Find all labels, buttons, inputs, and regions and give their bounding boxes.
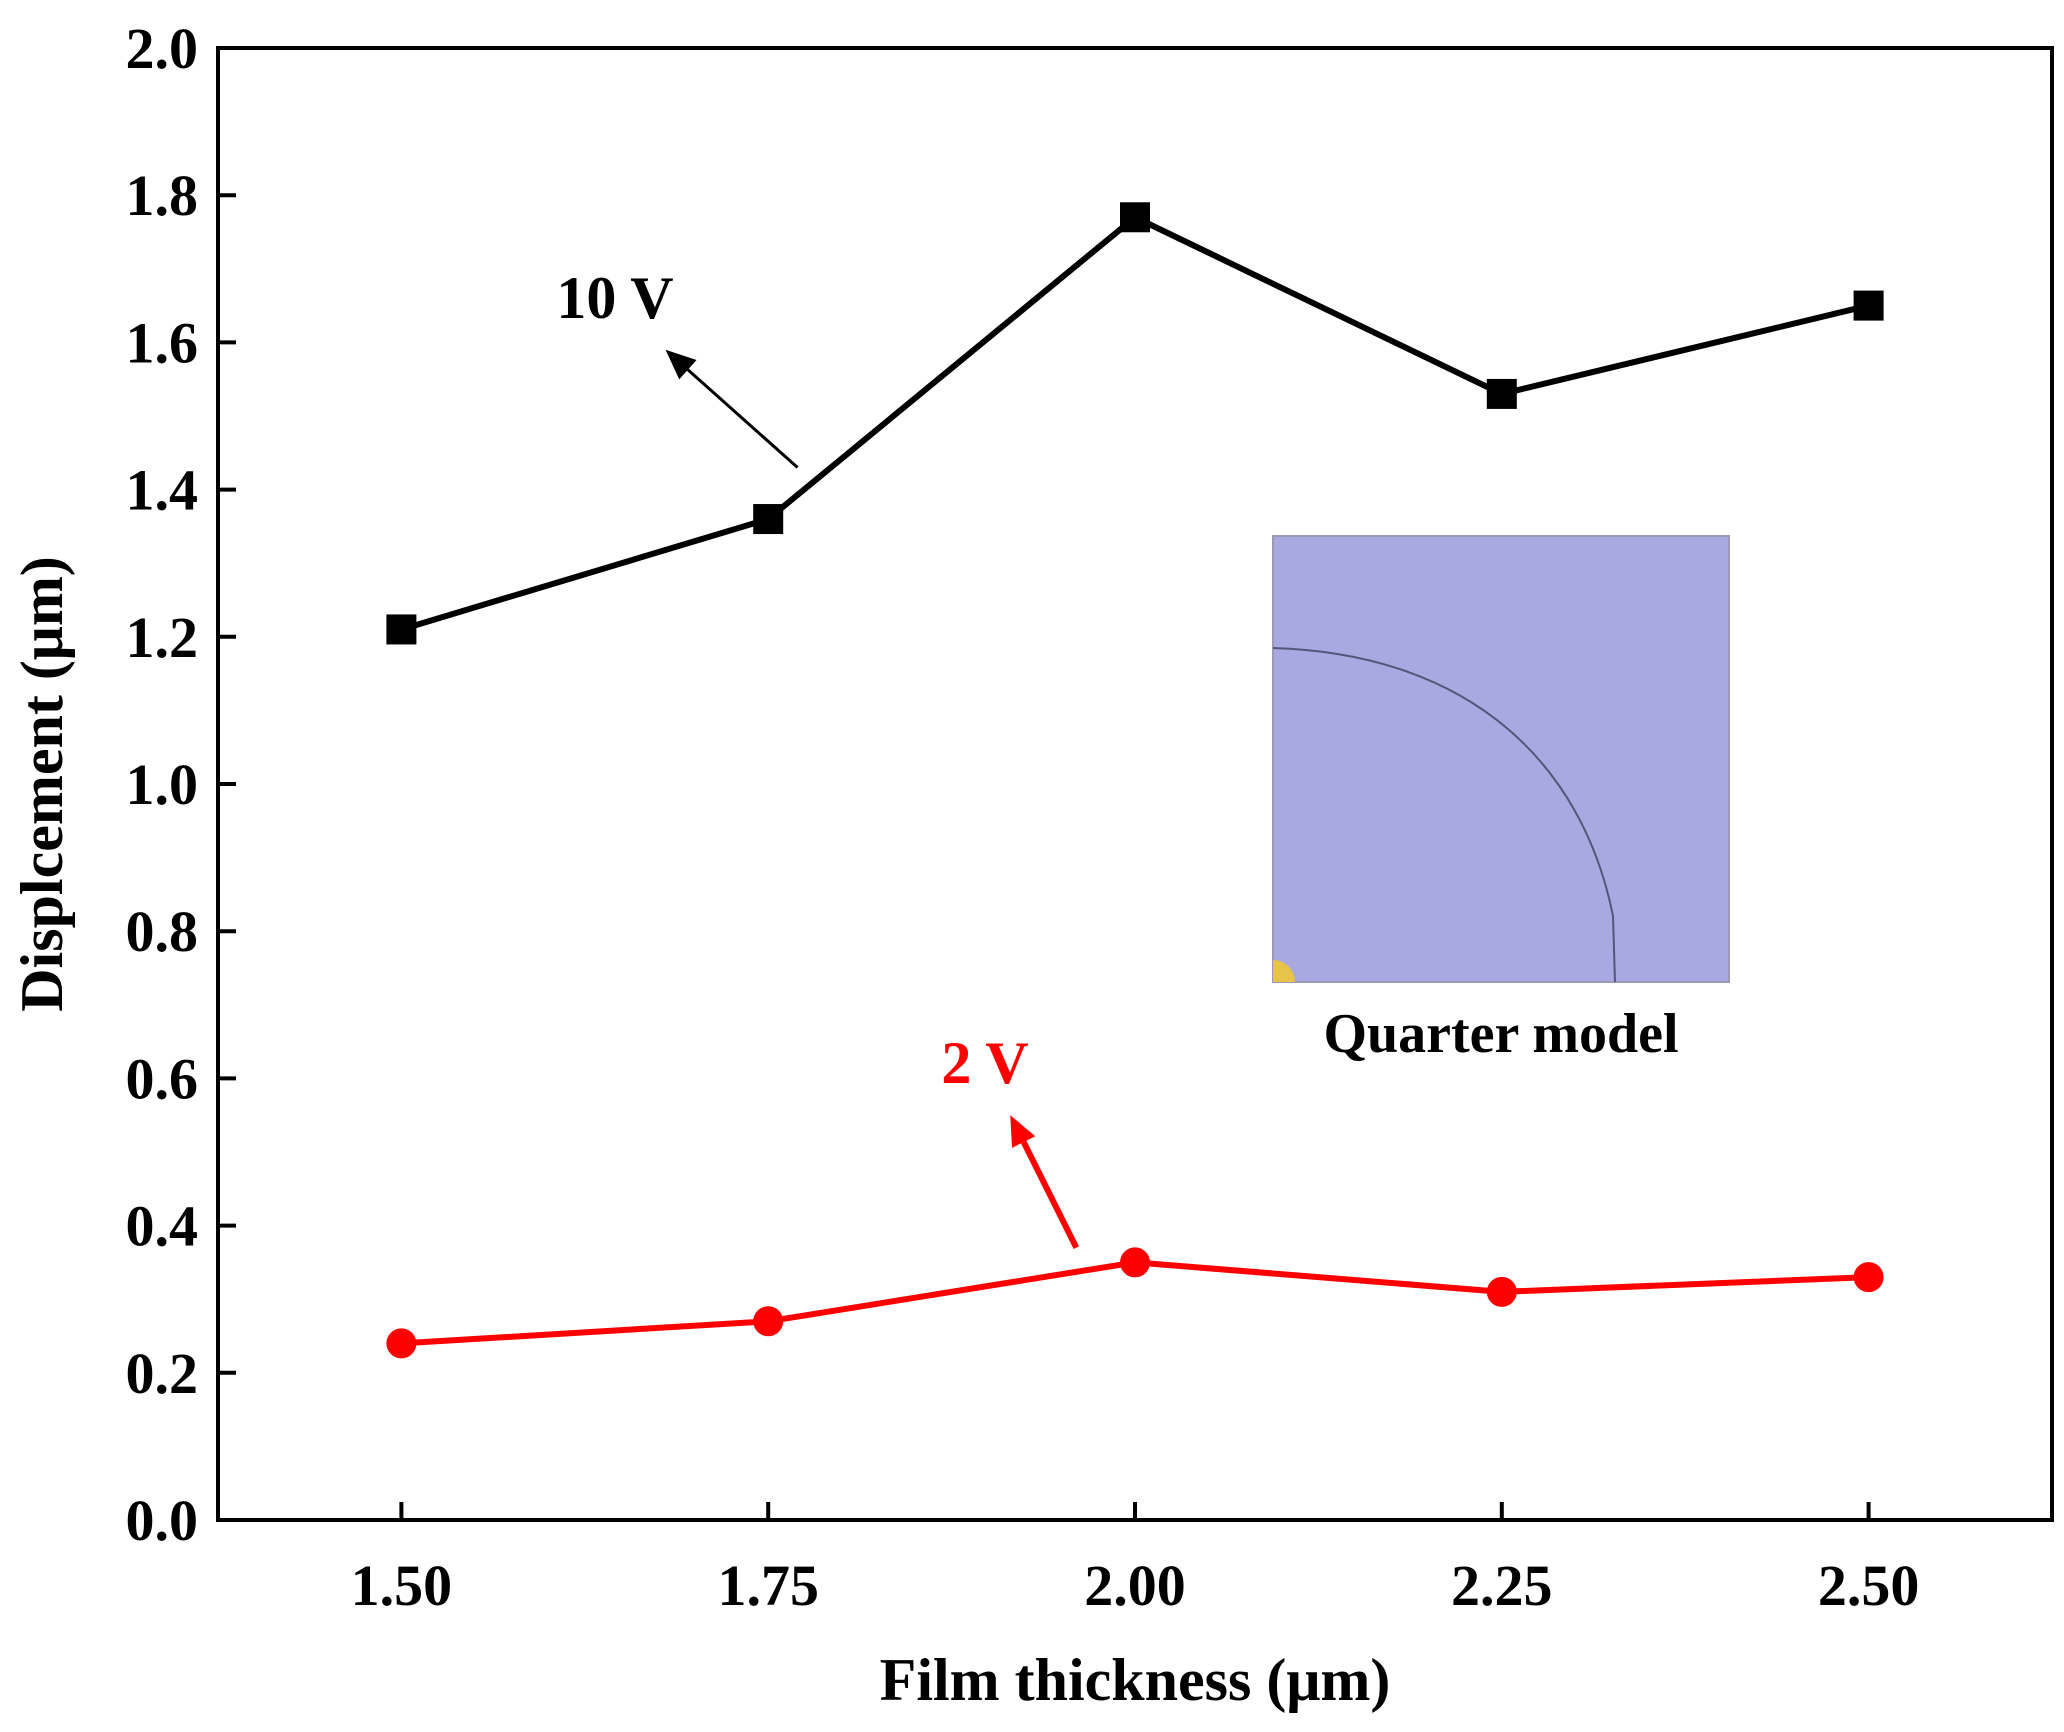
annotation-arrowhead-1 <box>1010 1115 1036 1148</box>
y-tick-label: 0.4 <box>126 1194 199 1259</box>
inset-quarter-arc <box>1272 647 1616 983</box>
series-1-point <box>1853 1262 1884 1293</box>
x-tick-label: 1.50 <box>351 1553 453 1618</box>
series-0-point <box>1853 290 1884 321</box>
y-tick-label: 1.8 <box>126 163 199 228</box>
y-tick-label: 1.2 <box>126 605 199 670</box>
y-tick-label: 0.2 <box>126 1341 199 1406</box>
y-tick-label: 2.0 <box>126 16 199 81</box>
series-1-point <box>753 1306 784 1337</box>
x-axis-title: Film thickness (μm) <box>880 1647 1391 1713</box>
inset-caption: Quarter model <box>1323 1003 1678 1065</box>
annotation-arrow-1 <box>1020 1140 1079 1250</box>
y-tick-label: 0.0 <box>126 1488 199 1553</box>
series-1-point <box>1486 1276 1517 1307</box>
inset-model-panel <box>1272 535 1730 983</box>
series-0-point <box>1486 378 1517 409</box>
annotation-arrowhead-0 <box>665 349 697 380</box>
annotation-label-0: 10 V <box>556 265 673 331</box>
y-tick-label: 1.0 <box>126 752 199 817</box>
y-tick-label: 0.8 <box>126 899 199 964</box>
x-tick-label: 2.00 <box>1084 1553 1186 1618</box>
y-tick-label: 1.4 <box>126 458 199 523</box>
inset-electrode-dot <box>1273 960 1295 982</box>
annotation-arrow-0 <box>686 368 799 469</box>
y-tick-label: 0.6 <box>126 1046 199 1111</box>
x-tick-label: 2.50 <box>1818 1553 1920 1618</box>
series-1-point <box>386 1328 417 1359</box>
series-0-point <box>753 504 784 535</box>
x-tick-label: 1.75 <box>717 1553 819 1618</box>
y-tick-label: 1.6 <box>126 310 199 375</box>
series-1-point <box>1120 1247 1150 1278</box>
x-tick-label: 2.25 <box>1451 1553 1553 1618</box>
series-0-point <box>386 614 417 645</box>
plot-frame <box>216 46 2054 1522</box>
annotation-label-1: 2 V <box>941 1030 1028 1096</box>
y-axis-title: Displcement (μm) <box>9 556 75 1012</box>
series-0-point <box>1120 202 1150 233</box>
